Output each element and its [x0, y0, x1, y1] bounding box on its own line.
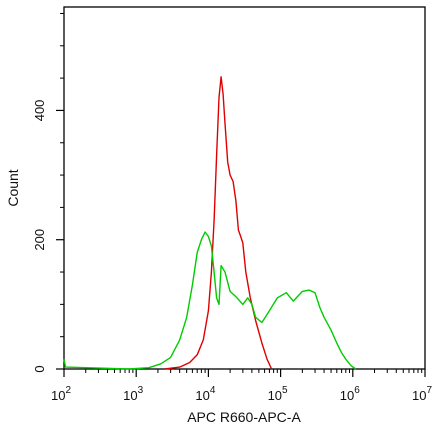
y-axis-title: Count	[5, 169, 21, 206]
x-tick-label: 102	[51, 385, 71, 403]
plot-frame	[63, 6, 426, 370]
x-axis-title: APC R660-APC-A	[187, 409, 301, 425]
y-tick-label: 200	[32, 229, 47, 251]
series-green-line	[63, 231, 357, 370]
y-axis: 0 200 400	[32, 12, 64, 373]
x-tick-label: 104	[195, 385, 215, 403]
series-layer	[63, 76, 357, 370]
y-tick-label: 400	[32, 100, 47, 122]
x-axis: 102 103 104 105 106 107	[51, 369, 432, 403]
series-red-line	[164, 76, 273, 370]
x-tick-label: 106	[340, 385, 360, 403]
x-tick-label: 107	[412, 385, 432, 403]
x-tick-label: 105	[268, 385, 288, 403]
x-tick-label: 103	[123, 385, 143, 403]
y-tick-label: 0	[32, 365, 47, 372]
